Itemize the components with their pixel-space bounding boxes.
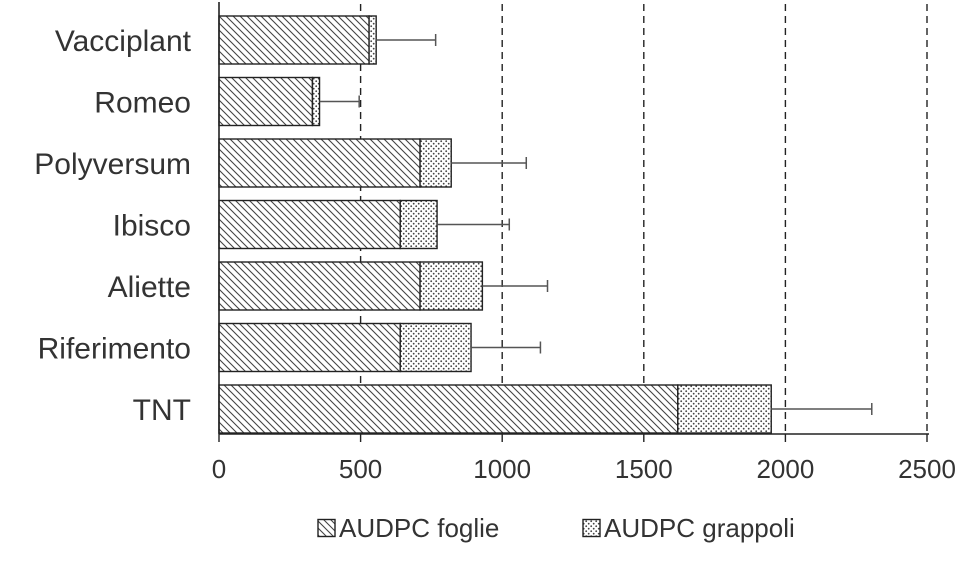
category-label: Riferimento [38, 333, 191, 366]
x-tick-label: 1000 [473, 454, 531, 484]
legend-label: AUDPC foglie [339, 513, 499, 543]
category-label: Romeo [94, 87, 191, 120]
error-bar-riferimento [471, 341, 542, 354]
bar-ibisco-foglie [218, 199, 401, 250]
bar-riferimento-grappoli [399, 322, 472, 373]
legend-item-grappoli: AUDPC grappoli [582, 513, 795, 543]
bar-polyversum-foglie [218, 138, 421, 188]
x-tick-label: 500 [339, 454, 382, 484]
bar-ibisco-grappoli [399, 199, 438, 250]
legend-swatch [317, 518, 336, 538]
category-label: Aliette [108, 271, 191, 304]
legend-swatch [582, 518, 601, 538]
legend: AUDPC foglie AUDPC grappoli [317, 513, 795, 543]
bar-riferimento-foglie [218, 322, 401, 373]
error-bar-tnt [771, 403, 873, 415]
bar-tnt-foglie [218, 384, 679, 434]
error-bar-aliette [482, 280, 549, 292]
bar-vacciplant-foglie [218, 15, 370, 65]
x-tick-label: 2000 [756, 454, 814, 484]
bar-romeo-grappoli [311, 76, 321, 127]
category-label: TNT [133, 394, 191, 427]
error-bar-vacciplant [376, 34, 437, 46]
x-tick-label: 1500 [615, 454, 673, 484]
error-bar-ibisco [437, 218, 511, 231]
bar-aliette-foglie [218, 261, 421, 311]
error-bars [319, 34, 873, 415]
bar-tnt-grappoli [677, 384, 772, 434]
bars [218, 15, 772, 434]
x-tick-label: 0 [212, 454, 226, 484]
x-tick-labels: 0 500 1000 1500 2000 2500 [212, 434, 956, 484]
legend-label: AUDPC grappoli [604, 513, 795, 543]
category-label: Polyversum [34, 148, 191, 181]
category-label: Vacciplant [55, 25, 192, 58]
bar-aliette-grappoli [419, 261, 484, 311]
x-tick-label: 2500 [898, 454, 956, 484]
category-labels: Vacciplant Romeo Polyversum Ibisco Aliette Ri… [34, 25, 191, 427]
legend-item-foglie: AUDPC foglie [317, 513, 499, 543]
category-label: Ibisco [113, 210, 191, 243]
error-bar-romeo [319, 95, 360, 108]
bar-romeo-foglie [218, 76, 314, 127]
error-bar-polyversum [451, 157, 528, 169]
bar-vacciplant-grappoli [368, 15, 377, 65]
bar-polyversum-grappoli [419, 138, 452, 188]
axes [218, 2, 929, 435]
